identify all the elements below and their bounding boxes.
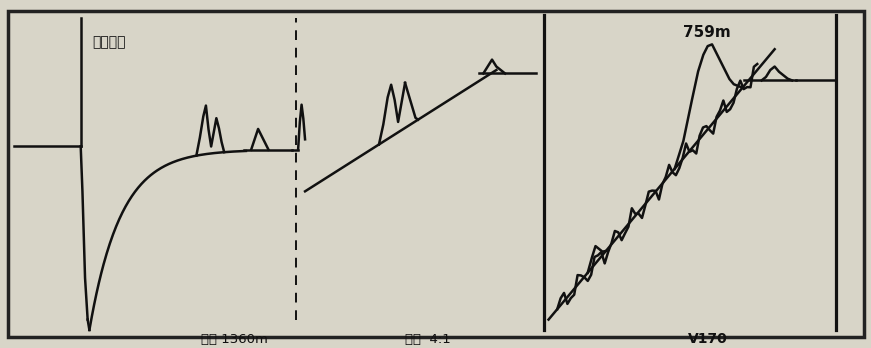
Text: 比余  4:1: 比余 4:1	[405, 333, 451, 346]
Text: 范围 1360m: 范围 1360m	[200, 333, 267, 346]
Text: 759m: 759m	[684, 25, 731, 40]
Text: 脉冲电流: 脉冲电流	[92, 35, 125, 49]
Text: V170: V170	[688, 332, 727, 346]
